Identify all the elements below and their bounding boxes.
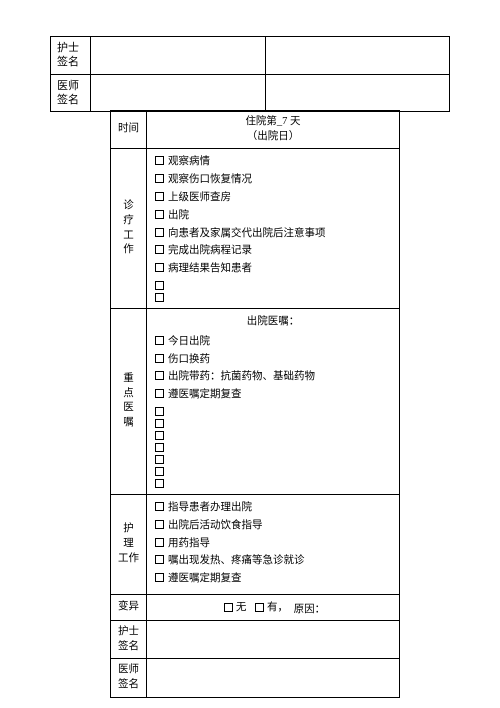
- checkbox-icon: [155, 336, 164, 345]
- checklist-item[interactable]: 病理结果告知患者: [155, 261, 391, 278]
- nurse-sig-cell-1: [91, 37, 266, 75]
- nurse-sig-label-top: 护士 签名: [51, 37, 91, 75]
- doctor-sig-label-top: 医师 签名: [51, 74, 91, 112]
- checklist-item-label: 观察伤口恢复情况: [168, 172, 252, 189]
- checklist-item[interactable]: 完成出院病程记录: [155, 243, 391, 260]
- checklist-item[interactable]: 今日出院: [155, 334, 391, 351]
- checklist-item[interactable]: 用药指导: [155, 536, 391, 553]
- time-label: 时间: [111, 111, 147, 149]
- checkbox-icon: [155, 520, 164, 529]
- checkbox-icon: [155, 407, 164, 416]
- checklist-item-label: 遵医嘱定期复查: [168, 387, 242, 404]
- checklist-item-label: 今日出院: [168, 334, 210, 351]
- checkbox-icon: [155, 174, 164, 183]
- checklist-item[interactable]: [155, 291, 391, 302]
- checkbox-icon: [155, 389, 164, 398]
- checkbox-icon: [155, 479, 164, 488]
- checkbox-icon: [155, 293, 164, 302]
- checklist-item-label: 指导患者办理出院: [168, 500, 252, 517]
- checkbox-icon: [155, 467, 164, 476]
- checklist-item[interactable]: [155, 453, 391, 464]
- checklist-item[interactable]: 嘱出现发热、疼痛等急诊就诊: [155, 553, 391, 570]
- nurse-sig-cell-2: [266, 37, 450, 75]
- checklist-item[interactable]: 遵医嘱定期复查: [155, 571, 391, 588]
- checkbox-icon: [155, 156, 164, 165]
- checkbox-icon: [155, 210, 164, 219]
- variance-none[interactable]: 无: [224, 599, 247, 614]
- day-header: 住院第_7 天 （出院日）: [147, 111, 400, 149]
- checklist-item[interactable]: [155, 465, 391, 476]
- checkbox-icon: [255, 603, 264, 612]
- checkbox-icon: [224, 603, 233, 612]
- checklist-item-label: 病理结果告知患者: [168, 261, 252, 278]
- checkbox-icon: [155, 573, 164, 582]
- checklist-item-label: 用药指导: [168, 536, 210, 553]
- checkbox-icon: [155, 431, 164, 440]
- checklist-item[interactable]: 伤口换药: [155, 352, 391, 369]
- header-line-1: 住院第_7 天: [153, 115, 393, 130]
- orders-header: 出院医嘱：: [155, 314, 391, 331]
- checklist-item[interactable]: 上级医师查房: [155, 190, 391, 207]
- orders-label: 重 点 医 嘱: [111, 308, 147, 494]
- checklist-item[interactable]: 观察病情: [155, 154, 391, 171]
- checklist-item[interactable]: 观察伤口恢复情况: [155, 172, 391, 189]
- checkbox-icon: [155, 354, 164, 363]
- checklist-item[interactable]: 指导患者办理出院: [155, 500, 391, 517]
- checklist-item-label: 上级医师查房: [168, 190, 231, 207]
- main-care-table: 时间 住院第_7 天 （出院日） 诊 疗 工 作 观察病情观察伤口恢复情况上级医…: [110, 110, 400, 698]
- variance-reason-label: 原因：: [294, 604, 326, 615]
- checklist-item-label: 向患者及家属交代出院后注意事项: [168, 226, 326, 243]
- checklist-item-label: 嘱出现发热、疼痛等急诊就诊: [168, 553, 305, 570]
- checklist-item[interactable]: [155, 429, 391, 440]
- nursing-content: 指导患者办理出院出院后活动饮食指导用药指导嘱出现发热、疼痛等急诊就诊遵医嘱定期复…: [147, 494, 400, 594]
- orders-content: 出院医嘱： 今日出院伤口换药出院带药：抗菌药物、基础药物遵医嘱定期复查: [147, 308, 400, 494]
- variance-yes[interactable]: 有，: [255, 599, 288, 614]
- header-line-2: （出院日）: [153, 130, 393, 145]
- doctor-sig-cell: [147, 659, 400, 697]
- checkbox-icon: [155, 538, 164, 547]
- variance-none-label: 无: [236, 599, 247, 614]
- nursing-label: 护 理 工作: [111, 494, 147, 594]
- checklist-item[interactable]: [155, 279, 391, 290]
- doctor-sig-cell-2: [266, 74, 450, 112]
- checklist-item-label: 完成出院病程记录: [168, 243, 252, 260]
- checkbox-icon: [155, 245, 164, 254]
- variance-content: 无 有， 原因：: [147, 594, 400, 620]
- checklist-item[interactable]: [155, 441, 391, 452]
- checkbox-icon: [155, 263, 164, 272]
- checklist-item-label: 出院带药：抗菌药物、基础药物: [168, 369, 315, 386]
- checkbox-icon: [155, 443, 164, 452]
- checkbox-icon: [155, 455, 164, 464]
- checklist-item-label: 观察病情: [168, 154, 210, 171]
- checkbox-icon: [155, 228, 164, 237]
- checklist-item[interactable]: 遵医嘱定期复查: [155, 387, 391, 404]
- checklist-item-label: 出院后活动饮食指导: [168, 518, 263, 535]
- checklist-item-label: 伤口换药: [168, 352, 210, 369]
- variance-yes-label: 有，: [267, 599, 288, 614]
- checkbox-icon: [155, 192, 164, 201]
- top-signature-table: 护士 签名 医师 签名: [50, 36, 450, 112]
- nurse-sig-label: 护士 签名: [111, 620, 147, 658]
- checkbox-icon: [155, 281, 164, 290]
- checklist-item-label: 遵医嘱定期复查: [168, 571, 242, 588]
- checklist-item-label: 出院: [168, 208, 189, 225]
- checklist-item[interactable]: 出院带药：抗菌药物、基础药物: [155, 369, 391, 386]
- variance-label: 变异: [111, 594, 147, 620]
- diagnosis-content: 观察病情观察伤口恢复情况上级医师查房出院向患者及家属交代出院后注意事项完成出院病…: [147, 149, 400, 309]
- checklist-item[interactable]: 向患者及家属交代出院后注意事项: [155, 226, 391, 243]
- checklist-item[interactable]: [155, 417, 391, 428]
- checkbox-icon: [155, 555, 164, 564]
- checklist-item[interactable]: [155, 477, 391, 488]
- checkbox-icon: [155, 502, 164, 511]
- checklist-item[interactable]: 出院后活动饮食指导: [155, 518, 391, 535]
- checkbox-icon: [155, 371, 164, 380]
- checklist-item[interactable]: [155, 405, 391, 416]
- checklist-item[interactable]: 出院: [155, 208, 391, 225]
- doctor-sig-cell-1: [91, 74, 266, 112]
- diagnosis-label: 诊 疗 工 作: [111, 149, 147, 309]
- nurse-sig-cell: [147, 620, 400, 658]
- checkbox-icon: [155, 419, 164, 428]
- doctor-sig-label: 医师 签名: [111, 659, 147, 697]
